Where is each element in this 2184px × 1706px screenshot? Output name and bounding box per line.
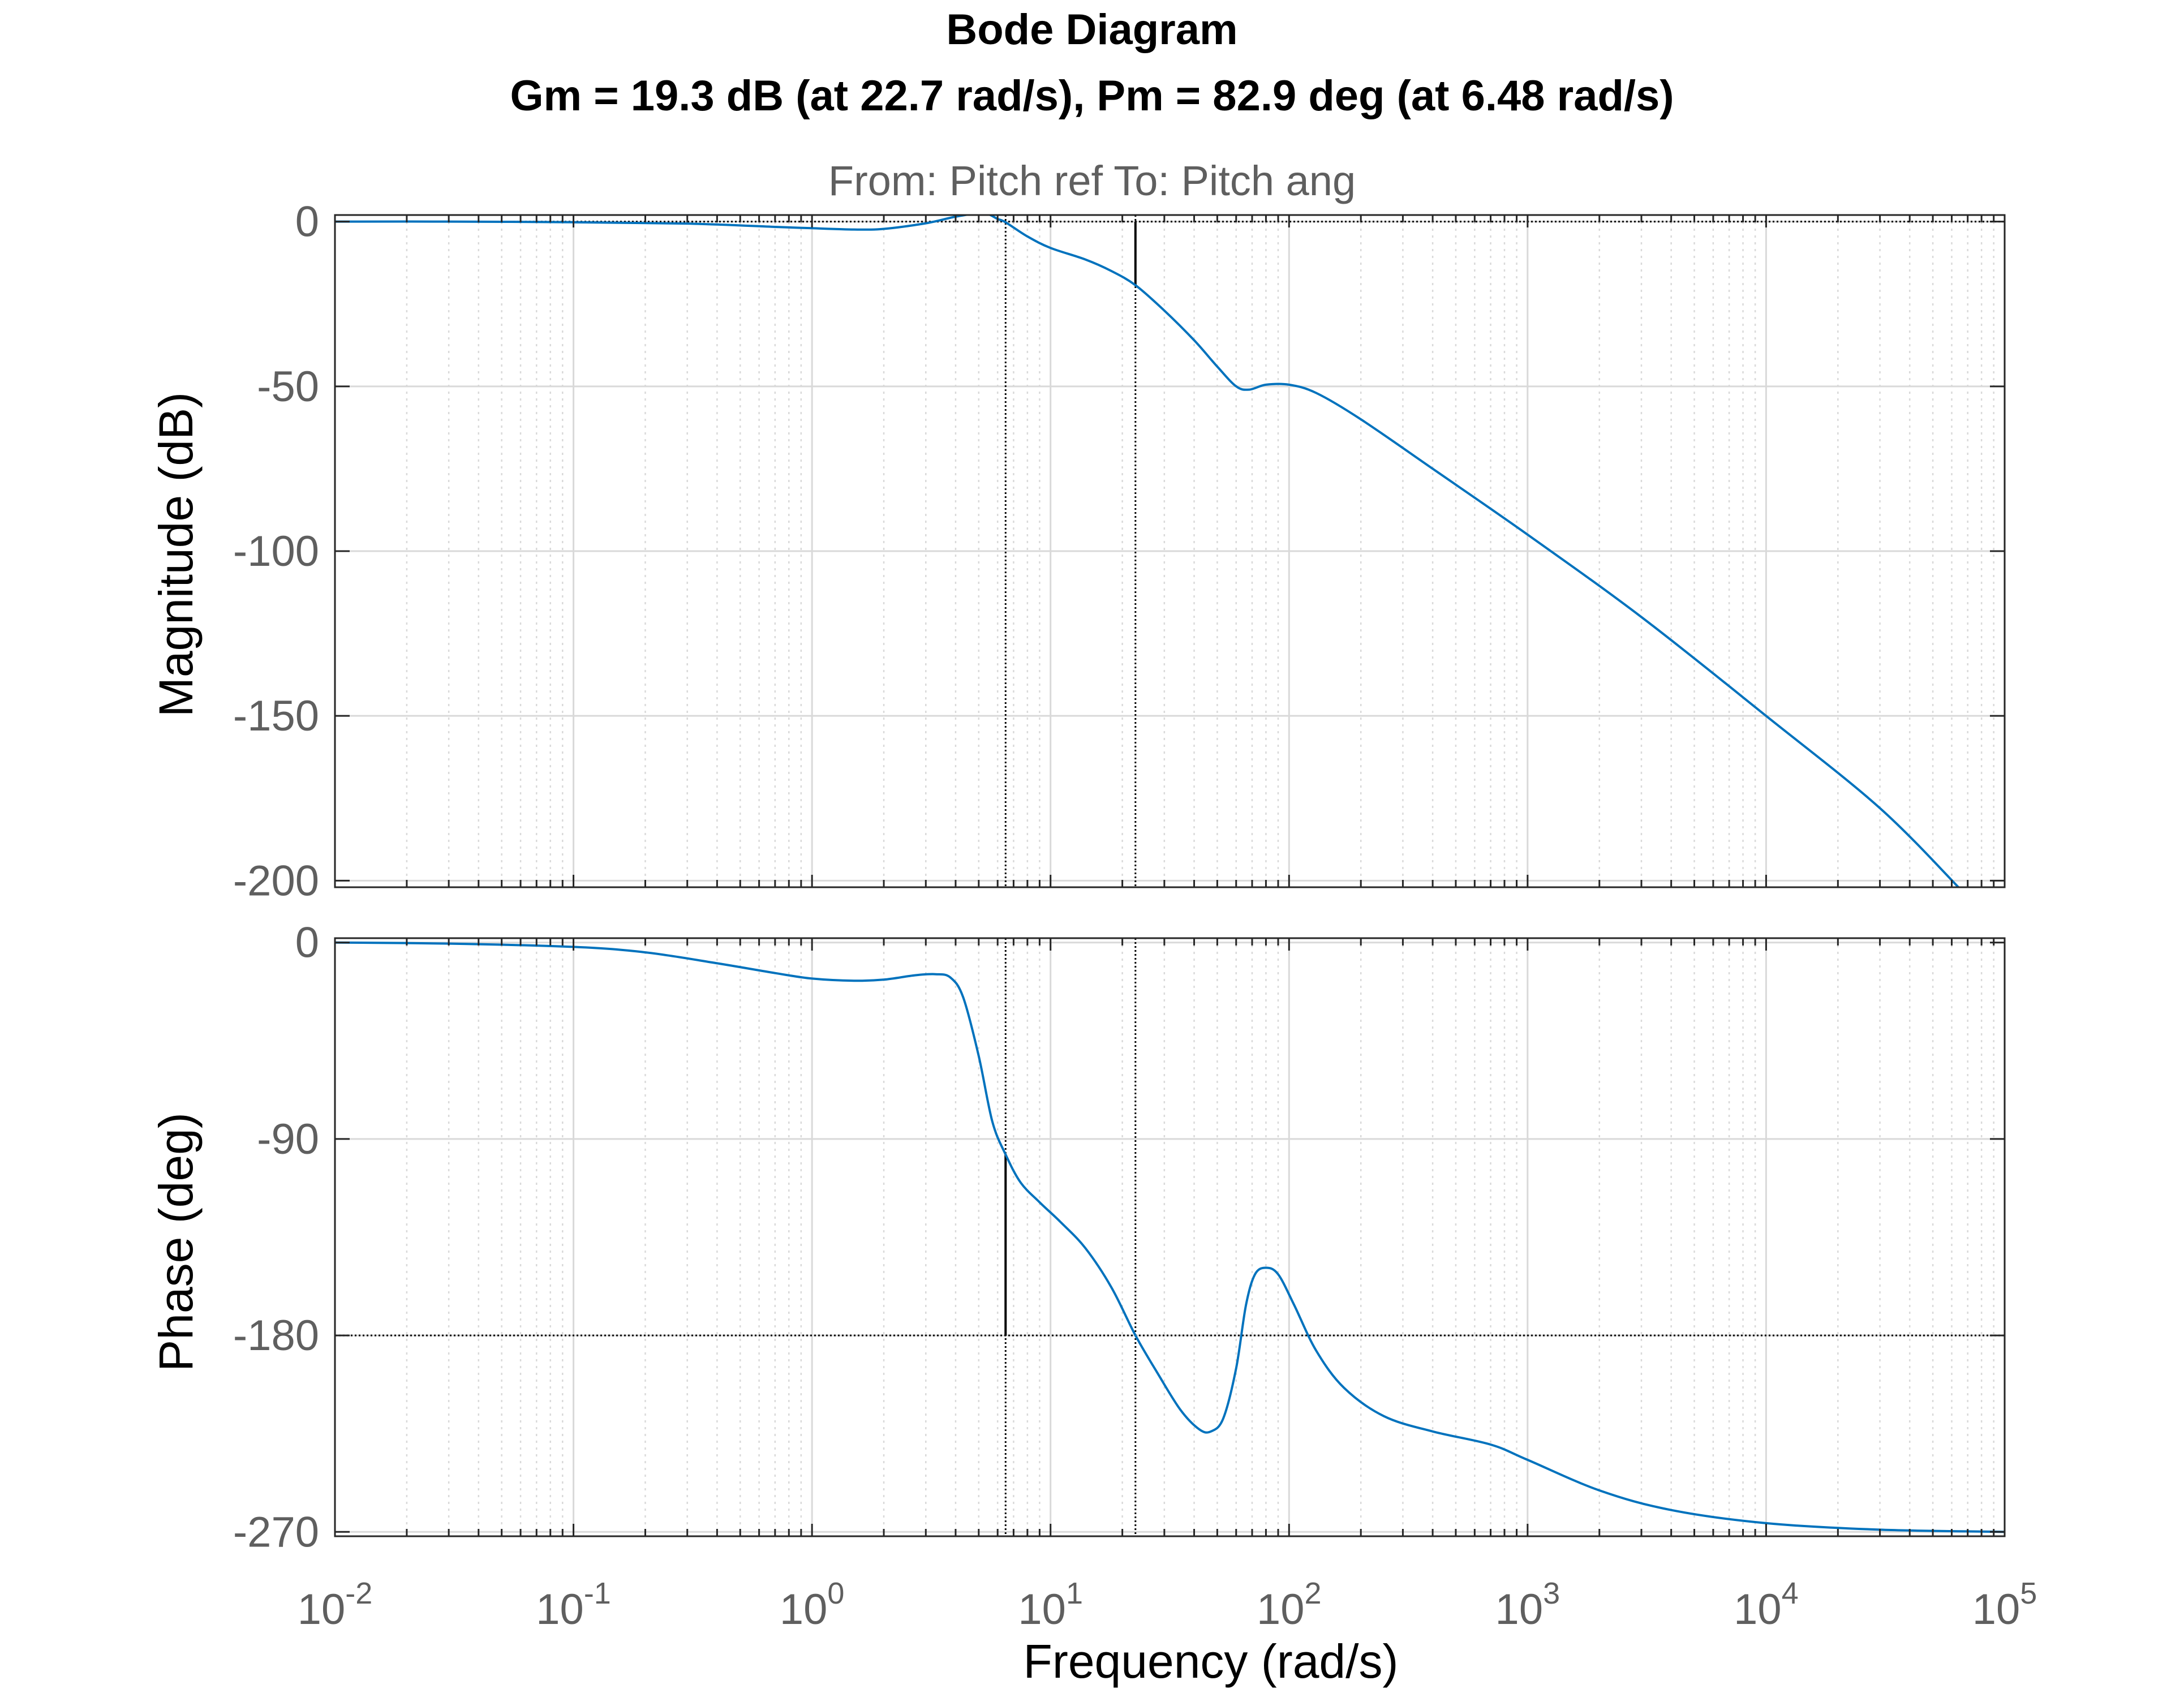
io-label: From: Pitch ref To: Pitch ang: [828, 157, 1356, 204]
y-tick-label: -150: [233, 692, 319, 740]
y-tick-label: -90: [257, 1115, 319, 1163]
frequency-x-ticks: 10-2 10-1 100 101 102 103 104 105: [298, 1576, 2037, 1634]
magnitude-y-ticks: 0 -50 -100 -150 -200: [233, 198, 319, 905]
x-tick-label: 104: [1734, 1576, 1799, 1634]
magnitude-curve-group: [335, 215, 1961, 887]
magnitude-axes-box: [334, 214, 2006, 888]
axes-border: [334, 214, 2006, 888]
x-tick-label: 10-1: [536, 1576, 611, 1634]
magnitude-grid: [334, 215, 2005, 887]
axes-border: [334, 937, 2006, 1537]
chart-subtitle: Gm = 19.3 dB (at 22.7 rad/s), Pm = 82.9 …: [510, 72, 1674, 120]
y-tick-label: 0: [295, 919, 319, 967]
phase-curve: [335, 941, 2005, 1533]
magnitude-curve: [335, 215, 1961, 887]
y-tick-label: -100: [233, 527, 319, 575]
x-tick-label: 100: [780, 1576, 845, 1634]
magnitude-ylabel: Magnitude (dB): [149, 392, 203, 717]
phase-grid: [334, 938, 2005, 1536]
phase-axes-box: [334, 937, 2006, 1537]
x-tick-label: 103: [1495, 1576, 1560, 1634]
phase-margin-markers: [335, 938, 2005, 1536]
x-tick-label: 10-2: [298, 1576, 373, 1634]
y-tick-label: 0: [295, 198, 319, 246]
x-tick-label: 105: [1972, 1576, 2037, 1634]
y-tick-label: -180: [233, 1312, 319, 1360]
frequency-xlabel: Frequency (rad/s): [1024, 1635, 1399, 1688]
x-tick-label: 102: [1257, 1576, 1322, 1634]
x-tick-label: 101: [1018, 1576, 1083, 1634]
phase-panel: 0-90-180-270 10-2 10-1 100 101 102 103 104 105 …: [149, 919, 2037, 1634]
magnitude-panel: 0 -50 -100 -150 -200 Magnitude (dB): [149, 198, 2006, 905]
phase-y-ticks: 0 -90 -180 -270: [233, 919, 319, 1557]
chart-title: Bode Diagram: [946, 6, 1237, 54]
y-tick-label: -200: [233, 857, 319, 905]
y-tick-label: -50: [257, 363, 319, 411]
phase-ylabel: Phase (deg): [149, 1112, 203, 1372]
phase-curve-group: [335, 941, 2005, 1533]
y-tick-label: -270: [233, 1508, 319, 1556]
